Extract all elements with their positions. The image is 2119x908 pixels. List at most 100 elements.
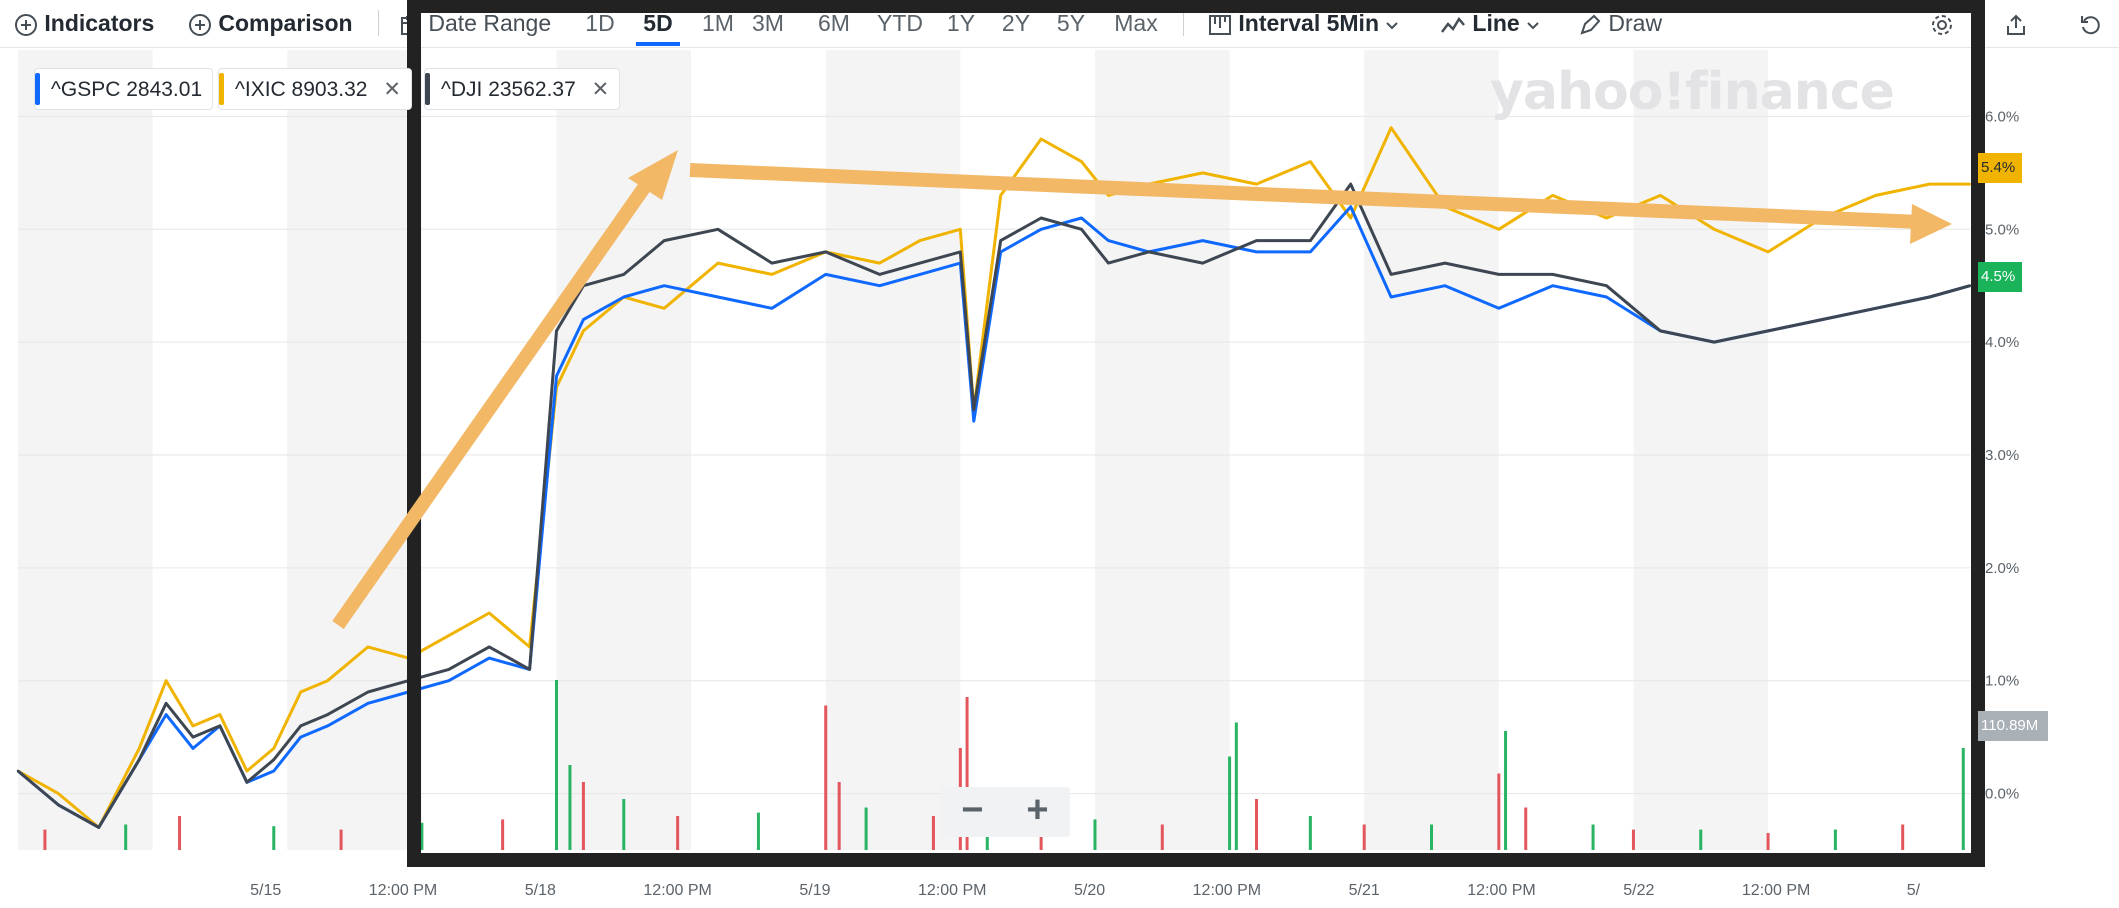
volume-bar (756, 812, 760, 850)
x-tick-label: 5/20 (1074, 882, 1105, 899)
data-point (326, 724, 329, 728)
x-tick-label: 5/15 (250, 882, 281, 899)
data-point (878, 284, 881, 287)
settings-button[interactable] (1930, 0, 1954, 46)
reset-button[interactable] (2078, 0, 2102, 46)
data-point (1551, 284, 1554, 287)
data-point (487, 645, 491, 649)
data-point (218, 724, 222, 728)
x-tick-label: 5/19 (799, 882, 830, 899)
comparison-button[interactable]: Comparison (188, 0, 353, 46)
indicators-label: Indicators (44, 10, 155, 36)
range-1m[interactable]: 1M (702, 10, 734, 36)
data-point (716, 261, 720, 265)
y-tick-label: 2.0% (1985, 560, 2019, 577)
volume-bar (1833, 829, 1837, 850)
reset-icon (2081, 15, 2100, 35)
remove-ixic-icon[interactable]: ✕ (383, 78, 401, 101)
data-point (1968, 284, 1972, 287)
data-point (1039, 228, 1043, 231)
chip-symbol: ^IXIC (235, 78, 286, 101)
zoom-controls: − + (940, 787, 1070, 837)
range-5d[interactable]: 5D (636, 0, 680, 46)
interval-dropdown[interactable]: Interval 5Min (1208, 0, 1399, 46)
data-point (1107, 261, 1110, 265)
range-1d[interactable]: 1D (585, 10, 615, 36)
share-button[interactable] (2004, 0, 2028, 46)
data-point (878, 273, 881, 276)
data-point (918, 261, 922, 265)
chart-type-dropdown[interactable]: Line (1440, 0, 1540, 46)
chip-ixic[interactable]: ^IXIC 8903.32 ✕ (218, 68, 412, 110)
data-point (555, 329, 558, 333)
data-point (1443, 284, 1447, 287)
data-point (1080, 228, 1083, 231)
data-point (555, 374, 558, 378)
x-tick-label: 12:00 PM (918, 882, 986, 899)
data-point (582, 318, 585, 321)
series-line-ixic (17, 126, 1970, 829)
data-point (1080, 160, 1083, 163)
data-point (1255, 182, 1258, 186)
range-2y[interactable]: 2Y (1001, 10, 1031, 36)
range-5y[interactable]: 5Y (1056, 10, 1086, 36)
remove-dji-icon[interactable]: ✕ (591, 78, 610, 101)
gear-icon (1932, 14, 1952, 35)
data-point (716, 228, 720, 231)
volume-bar (622, 799, 626, 850)
data-point (662, 307, 666, 310)
volume-bar (124, 824, 128, 850)
zoom-out-button[interactable]: − (961, 789, 984, 831)
plus-circle-icon (189, 13, 211, 36)
volume-bar (1430, 824, 1434, 850)
volume-bar (1362, 824, 1366, 850)
data-point (57, 792, 60, 795)
draw-button[interactable]: Draw (1578, 0, 1662, 46)
data-point (57, 803, 60, 807)
data-point (137, 747, 141, 750)
volume-bar (1234, 722, 1238, 850)
sideways-trend-arrowhead (1910, 204, 1952, 244)
data-point (1389, 126, 1393, 129)
chip-gspc[interactable]: ^GSPC 2843.01 (34, 68, 214, 110)
y-tick-label: 6.0% (1985, 108, 2019, 125)
data-point (1968, 182, 1972, 186)
volume-bar (43, 829, 47, 850)
data-point (528, 668, 531, 671)
volume-bar (420, 822, 424, 850)
data-point (1766, 329, 1770, 333)
range-1y[interactable]: 1Y (946, 10, 976, 36)
data-point (299, 735, 302, 739)
range-3m[interactable]: 3M (752, 10, 784, 36)
data-point (191, 747, 195, 750)
range-ytd[interactable]: YTD (877, 10, 923, 36)
chevron-down-icon (1386, 22, 1399, 30)
volume-bar (1228, 756, 1232, 850)
volume-bar (864, 807, 868, 850)
zoom-in-button[interactable]: + (1026, 789, 1049, 831)
interval-value: 5Min (1326, 10, 1379, 36)
data-point (1659, 194, 1662, 197)
volume-bar (178, 816, 182, 850)
volume-bar (1093, 819, 1097, 850)
data-point (1255, 250, 1258, 254)
data-point (272, 747, 275, 750)
share-icon (2007, 14, 2025, 35)
session-band (18, 50, 153, 850)
volume-bar (1961, 748, 1965, 850)
data-point (447, 634, 450, 637)
data-point (1551, 273, 1554, 276)
data-point (218, 713, 222, 716)
range-max[interactable]: Max (1114, 10, 1158, 36)
date-range-label: Date Range (428, 10, 552, 36)
range-6m[interactable]: 6M (818, 10, 850, 36)
chart-type-label: Line (1472, 10, 1520, 36)
chip-dji[interactable]: ^DJI 23562.37 ✕ (424, 68, 621, 110)
volume-bar (837, 782, 841, 850)
data-point (662, 284, 666, 287)
pencil-icon (1580, 14, 1601, 35)
indicators-button[interactable]: Indicators (14, 0, 154, 46)
toolbar-divider (378, 10, 379, 36)
series-color-swatch (219, 73, 224, 105)
